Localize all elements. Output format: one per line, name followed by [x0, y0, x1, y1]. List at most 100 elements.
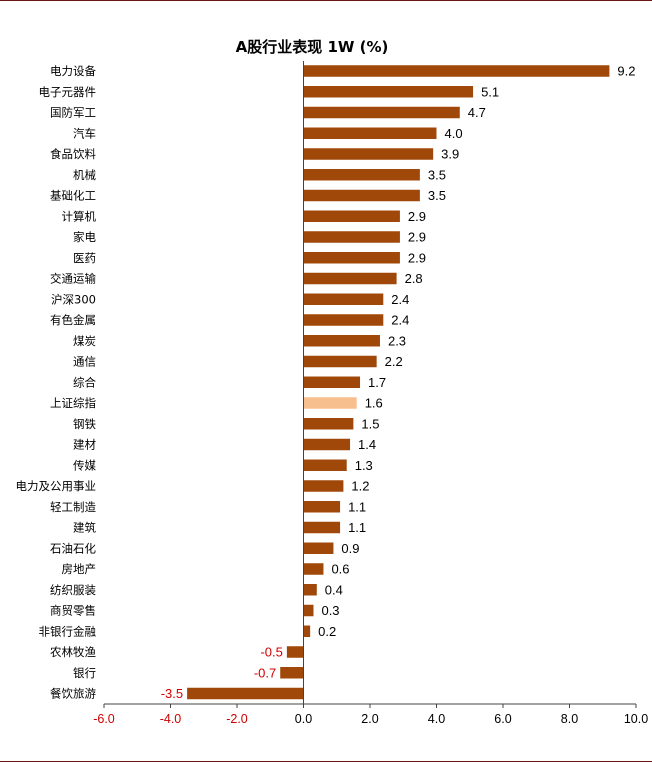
- value-label-2: 4.7: [468, 105, 486, 120]
- category-label-1: 电子元器件: [39, 85, 97, 99]
- value-label-1: 5.1: [481, 84, 499, 99]
- value-label-5: 3.5: [428, 167, 446, 182]
- value-label-22: 1.1: [348, 520, 366, 535]
- bar-20: [303, 480, 344, 492]
- value-label-13: 2.3: [388, 333, 406, 348]
- bar-22: [303, 521, 341, 534]
- category-label-4: 食品饮料: [50, 147, 96, 161]
- value-label-24: 0.6: [331, 562, 349, 577]
- value-label-9: 2.9: [408, 250, 426, 265]
- category-label-25: 纺织服装: [50, 583, 96, 597]
- category-label-24: 房地产: [62, 562, 97, 576]
- category-label-3: 汽车: [73, 126, 96, 140]
- value-label-26: 0.3: [321, 603, 339, 618]
- category-label-12: 有色金属: [50, 313, 96, 327]
- bar-30: [187, 687, 304, 700]
- category-label-23: 石油石化: [50, 541, 96, 555]
- bar-27: [303, 625, 311, 637]
- category-label-28: 农林牧渔: [50, 645, 96, 659]
- value-label-18: 1.4: [358, 437, 376, 452]
- bar-11: [303, 293, 384, 305]
- x-tick-label-0: -6.0: [93, 712, 115, 726]
- top-border-line: [0, 0, 652, 1]
- category-label-26: 商贸零售: [50, 604, 96, 618]
- bar-2: [303, 106, 460, 119]
- bar-10: [303, 272, 397, 285]
- value-label-25: 0.4: [325, 582, 343, 597]
- value-label-8: 2.9: [408, 230, 426, 245]
- tick-labels-group: -6.0 -4.0 -2.0 0.0 2.0 4.0 6.0 8.0 10.0: [93, 712, 648, 726]
- category-label-2: 国防军工: [50, 106, 96, 120]
- bar-26: [303, 604, 314, 617]
- bar-15: [303, 376, 361, 388]
- bar-21: [303, 501, 341, 513]
- bar-7: [303, 210, 400, 222]
- category-label-11: 沪深300: [51, 292, 96, 306]
- x-tick-label-6: 6.0: [494, 712, 511, 726]
- category-label-14: 通信: [73, 355, 96, 369]
- bar-28: [286, 646, 304, 658]
- value-label-16: 1.6: [365, 396, 383, 411]
- category-label-22: 建筑: [73, 521, 96, 535]
- value-label-29: -0.7: [254, 665, 276, 680]
- value-label-3: 4.0: [445, 126, 463, 141]
- category-label-13: 煤炭: [73, 334, 96, 348]
- bar-14: [303, 355, 377, 368]
- x-tick-label-4: 2.0: [361, 712, 378, 726]
- bar-1: [303, 86, 474, 98]
- category-label-20: 电力及公用事业: [16, 479, 97, 493]
- bar-13: [303, 335, 380, 347]
- x-tick-label-5: 4.0: [428, 712, 445, 726]
- bar-23: [303, 542, 334, 554]
- category-label-29: 银行: [73, 666, 96, 680]
- bar-5: [303, 169, 420, 181]
- x-tick-label-7: 8.0: [561, 712, 578, 726]
- value-label-6: 3.5: [428, 188, 446, 203]
- value-label-30: -3.5: [161, 686, 183, 701]
- bar-3: [303, 127, 437, 139]
- category-label-19: 传媒: [73, 458, 96, 472]
- category-label-15: 综合: [73, 375, 96, 389]
- bar-16: [303, 397, 357, 409]
- category-label-30: 餐饮旅游: [50, 687, 96, 701]
- category-label-8: 家电: [73, 230, 96, 244]
- value-label-15: 1.7: [368, 375, 386, 390]
- category-label-21: 轻工制造: [50, 500, 96, 514]
- value-label-19: 1.3: [355, 458, 373, 473]
- bar-8: [303, 231, 400, 243]
- bar-4: [303, 148, 434, 160]
- category-label-10: 交通运输: [50, 272, 96, 286]
- bar-0: [303, 65, 610, 77]
- bar-24: [303, 563, 324, 575]
- chart-title: A股行业表现 1W (%): [236, 38, 389, 56]
- category-label-18: 建材: [73, 438, 96, 452]
- category-label-27: 非银行金融: [39, 624, 97, 638]
- bar-25: [303, 584, 317, 596]
- bar-19: [303, 459, 347, 471]
- value-label-21: 1.1: [348, 499, 366, 514]
- category-label-17: 钢铁: [73, 417, 96, 431]
- x-tick-label-2: -2.0: [226, 712, 248, 726]
- category-label-16: 上证综指: [50, 396, 96, 410]
- axes-group: [103, 61, 637, 708]
- bar-6: [303, 189, 420, 202]
- x-tick-label-1: -4.0: [160, 712, 182, 726]
- value-label-12: 2.4: [391, 313, 409, 328]
- category-label-9: 医药: [73, 251, 96, 265]
- value-labels-group: 9.25.14.74.03.93.53.52.92.92.92.82.42.42…: [161, 64, 636, 702]
- value-label-7: 2.9: [408, 209, 426, 224]
- category-label-5: 机械: [73, 168, 96, 182]
- bar-18: [303, 438, 351, 451]
- value-label-28: -0.5: [260, 645, 282, 660]
- value-label-17: 1.5: [361, 416, 379, 431]
- value-label-27: 0.2: [318, 624, 336, 639]
- bar-17: [303, 418, 354, 430]
- bar-9: [303, 252, 400, 264]
- category-label-0: 电力设备: [50, 64, 96, 78]
- category-label-6: 基础化工: [50, 189, 96, 203]
- value-label-10: 2.8: [405, 271, 423, 286]
- value-label-4: 3.9: [441, 147, 459, 162]
- bar-12: [303, 314, 384, 326]
- value-label-20: 1.2: [351, 479, 369, 494]
